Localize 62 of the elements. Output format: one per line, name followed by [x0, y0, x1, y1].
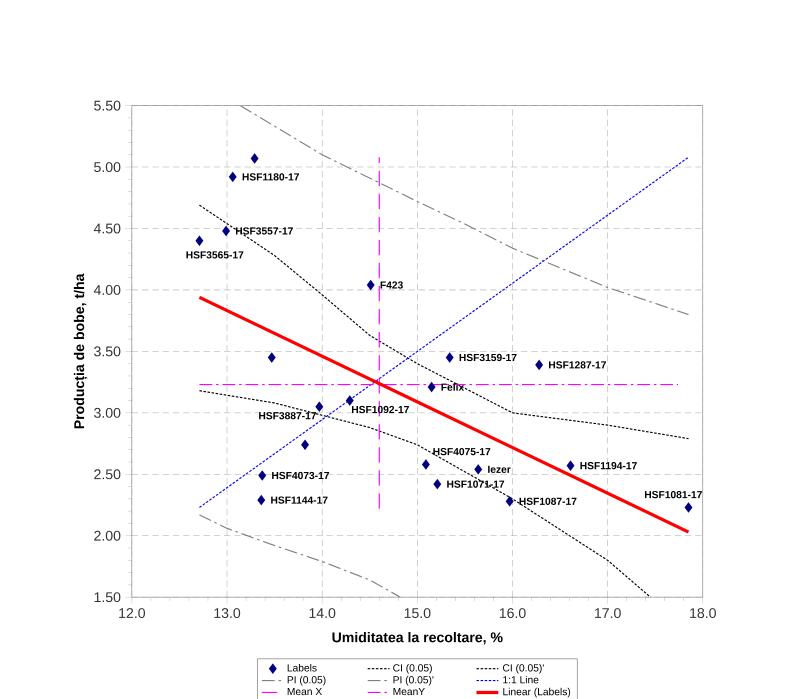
point — [422, 459, 430, 470]
legend-label: Labels — [288, 664, 317, 672]
legend-label: CI (0.05)' — [503, 664, 544, 674]
annotation: HSF3887-17 — [259, 412, 316, 420]
legend-label: 1:1 Line — [503, 676, 538, 684]
point — [346, 395, 354, 406]
annotation: HSF1144-17 — [271, 496, 328, 504]
x-tick-label: 14.0 — [310, 608, 336, 618]
x-tick-label: 18.0 — [690, 608, 716, 618]
x-tick-label: 13.0 — [214, 608, 240, 618]
x-tick-label: 12.0 — [119, 608, 145, 618]
point — [366, 280, 375, 290]
point — [506, 496, 514, 506]
point — [566, 460, 574, 471]
annotation: HSF1287-17 — [549, 361, 606, 369]
point — [428, 382, 436, 392]
point — [268, 352, 276, 363]
annotation: Iezer — [488, 466, 511, 473]
legend-label: PI (0.05) — [288, 676, 326, 686]
y-tick-label: 3.50 — [94, 346, 120, 356]
legend-label: Mean X — [288, 688, 322, 696]
annotation: HSF4075-17 — [433, 448, 490, 456]
x-tick-label: 15.0 — [404, 608, 430, 618]
legend-label: CI (0.05) — [393, 664, 432, 674]
y-axis-title: Producția de bobe, t/ha — [74, 273, 88, 428]
point — [301, 440, 309, 450]
point — [535, 360, 544, 370]
annotation: HSF1081-17 — [644, 491, 702, 498]
point — [228, 172, 237, 182]
legend-label: PI (0.05)' — [394, 676, 434, 686]
legend-label: MeanY — [394, 688, 425, 696]
y-tick-label: 4.00 — [94, 285, 120, 295]
annotation: HSF3565-17 — [186, 251, 244, 259]
point — [222, 226, 230, 236]
annotation: HSF1194-17 — [580, 462, 637, 470]
annotation: HSF1087-17 — [520, 498, 576, 505]
point — [257, 494, 266, 506]
point — [433, 479, 442, 490]
point — [684, 502, 692, 513]
y-tick-label: 2.50 — [94, 469, 120, 480]
y-tick-label: 5.50 — [94, 100, 120, 111]
point — [196, 236, 204, 246]
point — [446, 352, 454, 363]
y-tick-label: 2.00 — [94, 530, 120, 541]
x-axis-title: Umiditatea la recoltare, % — [332, 632, 503, 644]
y-tick-label: 4.50 — [94, 224, 120, 234]
legend-label: Linear (Labels) — [503, 688, 570, 698]
annotation: HSF3159-17 — [460, 354, 516, 362]
point — [250, 153, 259, 164]
annotation: HSF4073-17 — [272, 472, 330, 480]
x-tick-label: 16.0 — [500, 608, 526, 618]
point — [315, 402, 324, 412]
y-tick-label: 5.00 — [94, 162, 120, 172]
point — [474, 464, 482, 475]
y-tick-label: 3.00 — [94, 408, 120, 418]
point — [258, 470, 266, 481]
annotation: HSF3557-17 — [236, 227, 293, 235]
annotation: Felix — [442, 383, 464, 391]
annotation: HSF1180-17 — [242, 173, 299, 181]
x-tick-label: 17.0 — [595, 608, 621, 618]
y-tick-label: 1.50 — [94, 592, 120, 602]
annotation: F423 — [380, 281, 403, 289]
